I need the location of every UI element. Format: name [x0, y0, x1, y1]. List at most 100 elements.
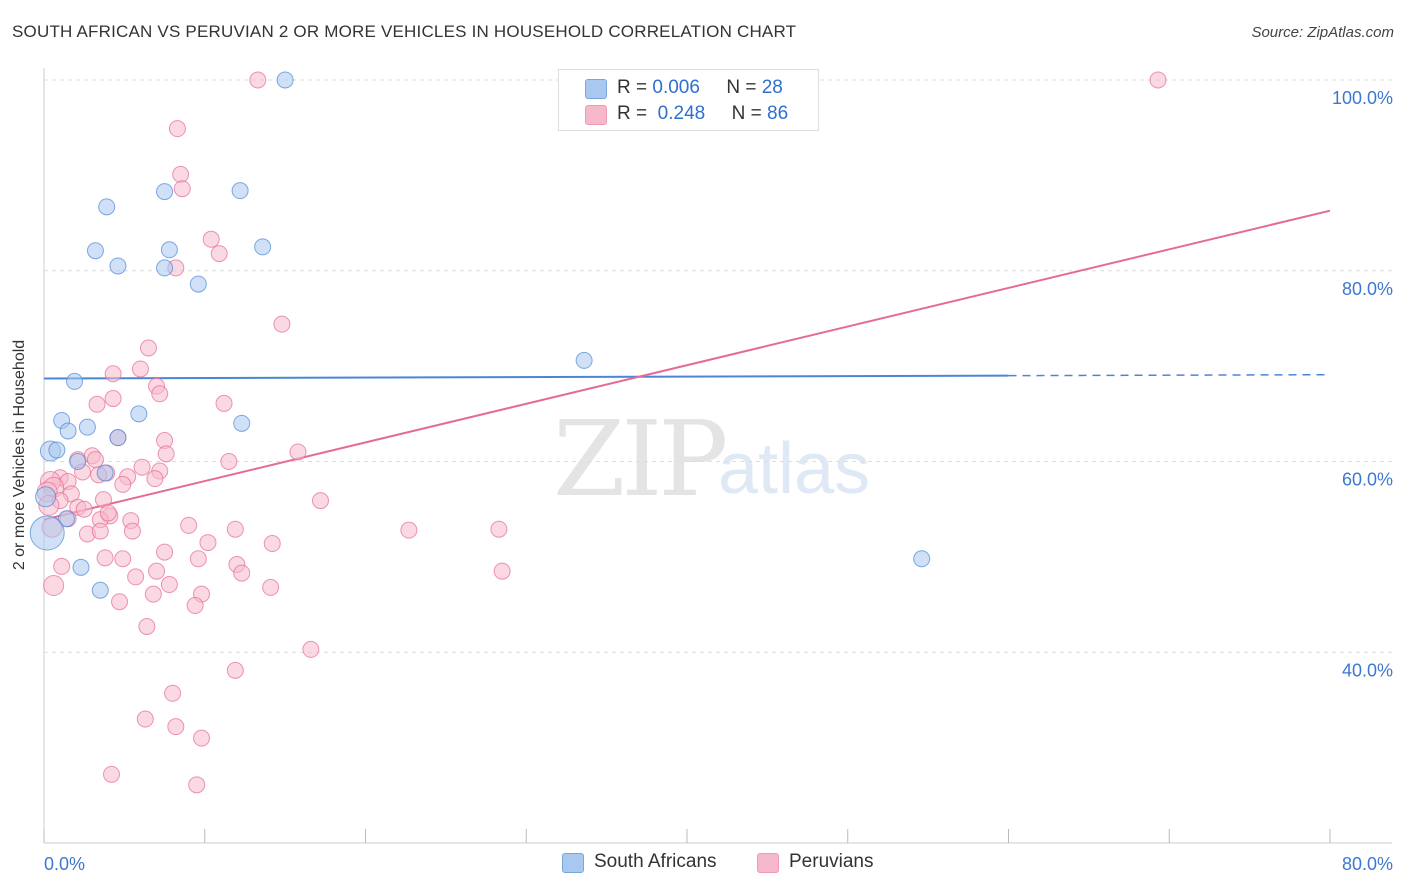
data-point	[72, 558, 90, 576]
data-point	[172, 165, 190, 183]
legend-n-value-south-africans: 28	[761, 77, 783, 98]
data-point	[160, 241, 178, 259]
data-point	[302, 640, 320, 658]
data-point	[231, 182, 249, 200]
data-point	[88, 395, 106, 413]
data-point	[188, 776, 206, 794]
data-point	[233, 564, 251, 582]
data-point	[254, 238, 272, 256]
data-point	[226, 661, 244, 679]
data-point	[48, 441, 66, 459]
data-point	[114, 550, 132, 568]
data-point	[156, 183, 174, 201]
data-point	[167, 718, 185, 736]
data-point	[53, 557, 71, 575]
data-point	[91, 522, 109, 540]
data-point	[157, 445, 175, 463]
trend-line	[43, 374, 1009, 380]
data-point	[114, 475, 132, 493]
data-point	[220, 453, 238, 470]
watermark-atlas: atlas	[718, 429, 871, 509]
data-point	[262, 578, 280, 596]
data-point	[493, 562, 511, 580]
data-point	[160, 576, 178, 594]
data-point	[151, 385, 169, 403]
data-point	[1149, 71, 1167, 89]
data-point	[99, 504, 117, 522]
data-point	[144, 585, 162, 603]
data-point	[104, 390, 122, 408]
data-point	[58, 510, 76, 528]
data-point	[273, 315, 291, 333]
data-point	[96, 549, 114, 567]
y-axis-label: 2 or more Vehicles in Household	[11, 339, 28, 571]
x-tick-label: 80.0%	[1342, 854, 1393, 874]
data-point	[136, 710, 154, 728]
data-point	[111, 593, 129, 611]
data-point	[139, 339, 157, 357]
data-point	[490, 520, 508, 538]
y-axis-label-container: 2 or more Vehicles in Household	[0, 0, 40, 892]
legend-r-label: R =	[617, 103, 648, 124]
data-point	[311, 492, 329, 510]
source-label: Source: ZipAtlas.com	[1251, 24, 1394, 41]
data-point	[400, 521, 418, 539]
trend-line-extension	[1008, 373, 1331, 377]
tick-labels: 40.0% 60.0% 80.0% 100.0% 0.0% 80.0%	[44, 88, 1393, 874]
bottom-legend-swatch-south-africans	[562, 853, 584, 873]
bottom-legend-swatch-peruvians	[757, 853, 779, 873]
data-point	[233, 414, 251, 432]
data-point	[186, 597, 204, 615]
data-point	[189, 550, 207, 568]
watermark-zip: ZIP	[553, 398, 728, 520]
data-point	[138, 617, 156, 635]
data-point	[226, 520, 244, 538]
data-point	[249, 71, 267, 89]
data-point	[69, 453, 87, 470]
x-tick-label: 0.0%	[44, 854, 85, 874]
data-point	[86, 242, 104, 260]
data-point	[263, 535, 281, 553]
y-tick-label: 60.0%	[1342, 470, 1393, 490]
data-point	[91, 581, 109, 599]
axes	[43, 68, 1392, 844]
data-point	[146, 470, 164, 488]
data-point	[289, 443, 307, 461]
data-point	[104, 365, 122, 383]
data-point	[215, 394, 233, 412]
data-point	[75, 500, 93, 518]
y-tick-label: 80.0%	[1342, 279, 1393, 299]
data-point	[133, 458, 151, 476]
correlation-legend: R = 0.006 N = 28 R = 0.248 N = 86	[558, 69, 819, 131]
legend-n-value-peruvians: 86	[767, 103, 789, 124]
data-point	[180, 516, 198, 534]
legend-n-label: N =	[731, 103, 762, 124]
data-point	[164, 684, 182, 702]
data-point	[189, 275, 207, 293]
legend-r-value-south-africans: 0.006	[652, 77, 700, 98]
data-point	[96, 464, 114, 482]
trend-line	[43, 209, 1331, 521]
data-point	[109, 257, 127, 275]
data-point	[35, 486, 57, 508]
data-point	[193, 729, 211, 747]
data-point	[156, 543, 174, 561]
data-point	[59, 422, 77, 440]
data-point	[98, 198, 116, 216]
data-point	[66, 372, 84, 390]
data-point	[156, 259, 174, 277]
data-point	[109, 429, 127, 447]
data-point	[127, 568, 145, 586]
data-point	[43, 574, 65, 596]
y-tick-label: 40.0%	[1342, 660, 1393, 680]
data-point	[913, 550, 931, 568]
chart-title: SOUTH AFRICAN VS PERUVIAN 2 OR MORE VEHI…	[12, 22, 797, 41]
data-point	[199, 534, 217, 552]
bottom-legend-label-south-africans: South Africans	[594, 851, 717, 872]
data-point	[86, 451, 104, 469]
data-point	[29, 515, 65, 551]
data-point	[168, 120, 186, 138]
data-point	[210, 245, 228, 263]
data-point	[103, 765, 121, 783]
legend-n-label: N =	[726, 77, 757, 98]
